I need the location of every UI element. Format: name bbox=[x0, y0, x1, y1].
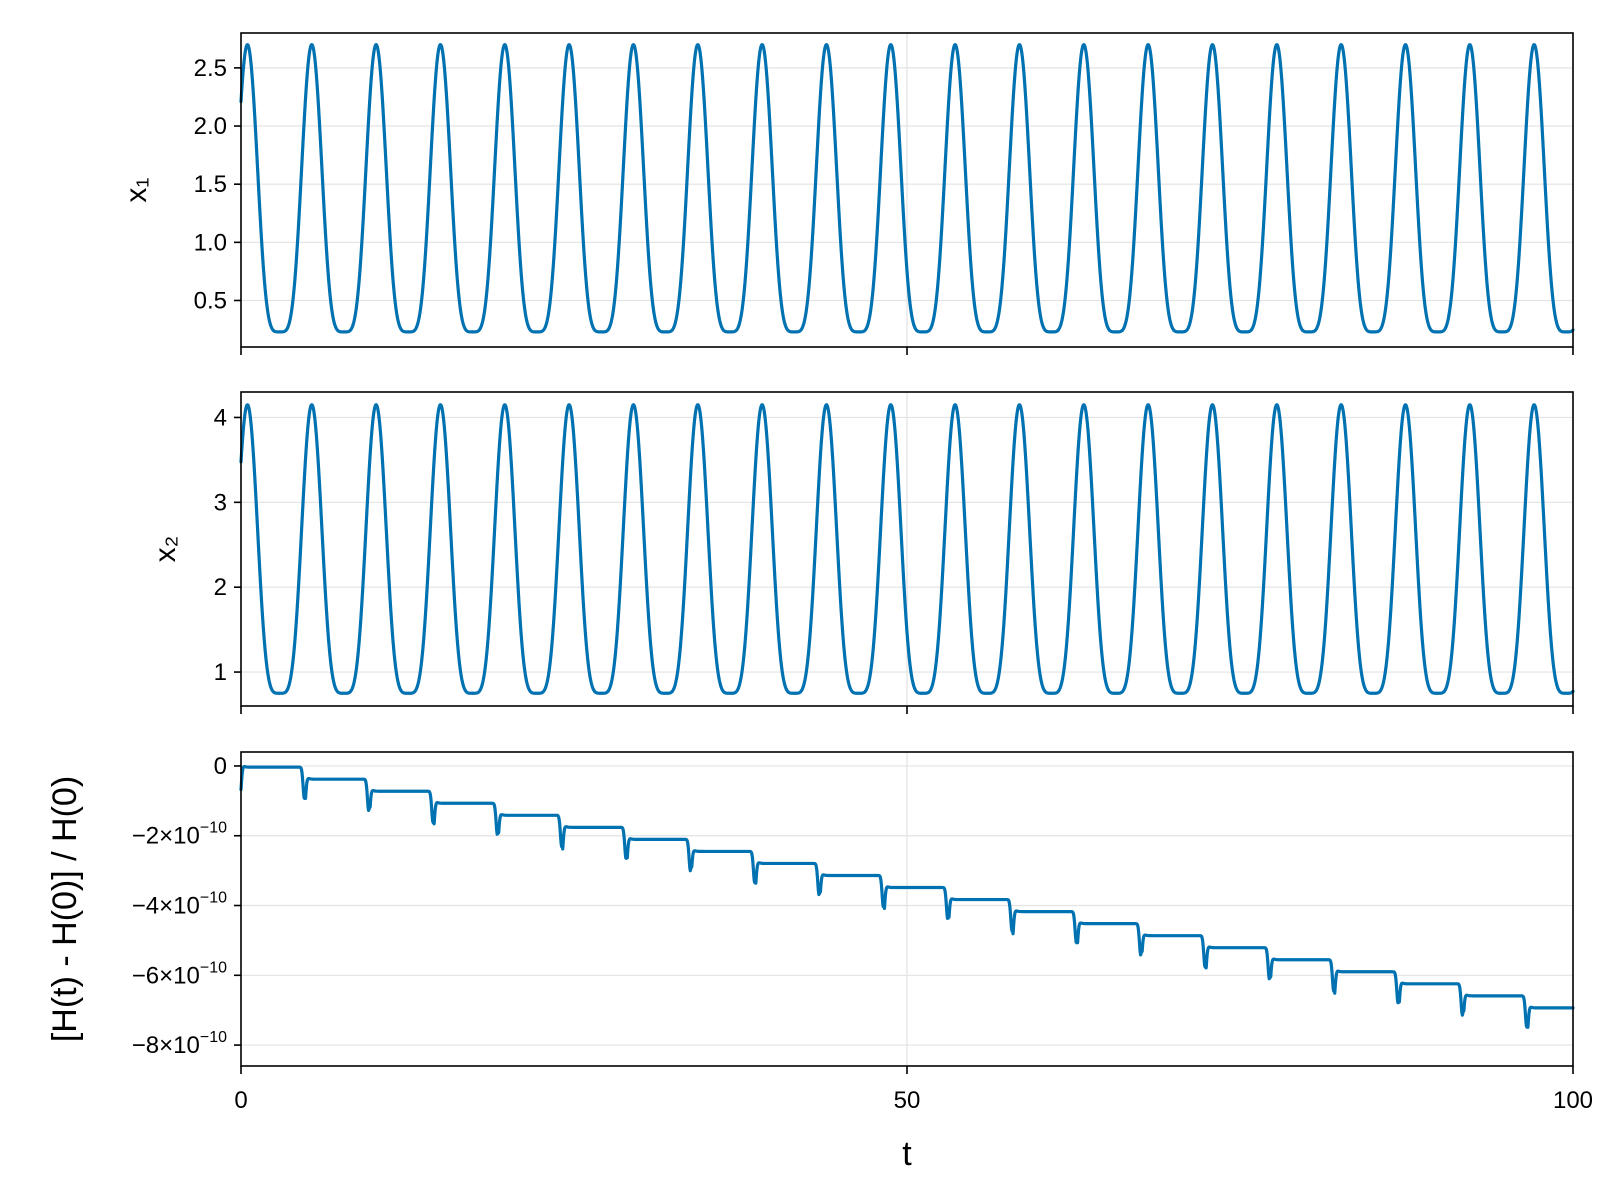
panel-x2-y-ticks: 1 2 3 4 bbox=[214, 404, 241, 686]
y-tick-exponent: −10 bbox=[200, 890, 227, 907]
y-tick-exponent: −10 bbox=[200, 820, 227, 837]
y-tick-label: 0.5 bbox=[194, 287, 227, 314]
y-tick-label: 2.5 bbox=[194, 55, 227, 82]
y-tick-label: 4 bbox=[214, 404, 227, 431]
panel-x2-series-line bbox=[239, 403, 1575, 695]
panel-x2-x-ticks bbox=[240, 706, 1574, 714]
y-tick-exponent: −10 bbox=[200, 1029, 227, 1046]
panel-energy-error-series-line bbox=[239, 764, 1575, 1029]
panel-x1-x-ticks bbox=[240, 347, 1574, 355]
panel-energy-error-x-ticks: 0 50 100 bbox=[234, 1066, 1593, 1114]
y-tick-label: 1 bbox=[214, 659, 227, 686]
y-tick-label: 0 bbox=[214, 753, 227, 780]
x-tick-label: 0 bbox=[234, 1087, 247, 1114]
panel-x2-y-axis-label: x₂ bbox=[149, 536, 182, 563]
panel-x1: 0.5 1.0 1.5 2.0 2.5 x₁ bbox=[120, 32, 1575, 355]
panel-x1-y-ticks: 0.5 1.0 1.5 2.0 2.5 bbox=[194, 55, 241, 314]
panel-x1-y-axis-label: x₁ bbox=[120, 177, 153, 202]
panel-x1-series-line bbox=[239, 43, 1575, 334]
panel-energy-error-x-axis-label: t bbox=[902, 1135, 912, 1173]
panel-energy-error-y-axis-label: [H(t) - H(0)] / H(0) bbox=[46, 776, 84, 1042]
y-tick-label: 1.5 bbox=[194, 171, 227, 198]
y-tick-label: 2 bbox=[214, 574, 227, 601]
x-tick-label: 100 bbox=[1553, 1087, 1593, 1114]
x-tick-label: 50 bbox=[894, 1087, 921, 1114]
panel-energy-error: 0 50 100 0−2×10−10−4×10−10−6×10−10−8×10−10… bbox=[46, 751, 1593, 1173]
panel-x2: 1 2 3 4 x₂ bbox=[149, 391, 1575, 714]
y-tick-exponent: −10 bbox=[200, 959, 227, 976]
y-tick-label: 1.0 bbox=[194, 229, 227, 256]
y-tick-label: 3 bbox=[214, 489, 227, 516]
y-tick-label: 2.0 bbox=[194, 113, 227, 140]
